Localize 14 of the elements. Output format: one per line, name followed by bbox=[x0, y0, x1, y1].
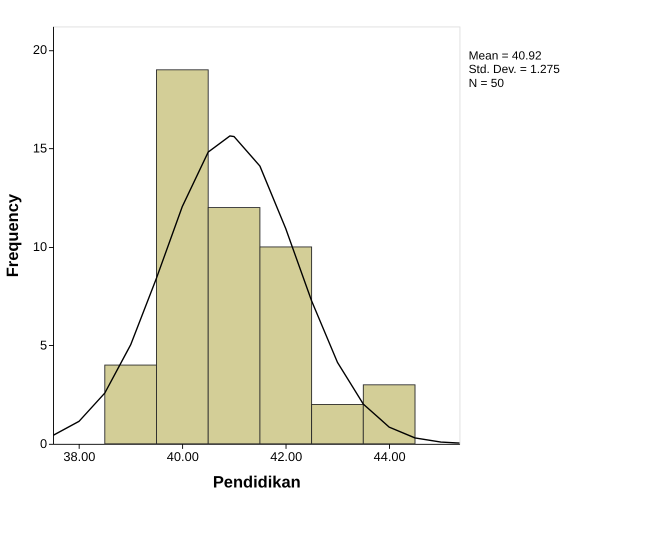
text: N = 50 bbox=[468, 76, 504, 90]
x-tick-label: 40.00 bbox=[166, 448, 199, 464]
x-tick-label: 44.00 bbox=[374, 448, 406, 464]
y-tick-label: 15 bbox=[32, 140, 48, 156]
y-axis-title: Frequency bbox=[4, 193, 22, 278]
x-tick-label: 38.00 bbox=[63, 448, 96, 464]
x-axis-title: Pendidikan bbox=[212, 473, 301, 492]
x-tick-label: 42.00 bbox=[270, 448, 302, 464]
y-tick-label: 0 bbox=[40, 436, 48, 451]
text: Std. Dev. = 1.275 bbox=[468, 62, 560, 76]
y-tick-label: 5 bbox=[40, 338, 48, 353]
y-tick-label: 20 bbox=[32, 42, 48, 58]
y-tick-label: 10 bbox=[32, 239, 48, 254]
text: Mean = 40.92 bbox=[468, 48, 542, 62]
